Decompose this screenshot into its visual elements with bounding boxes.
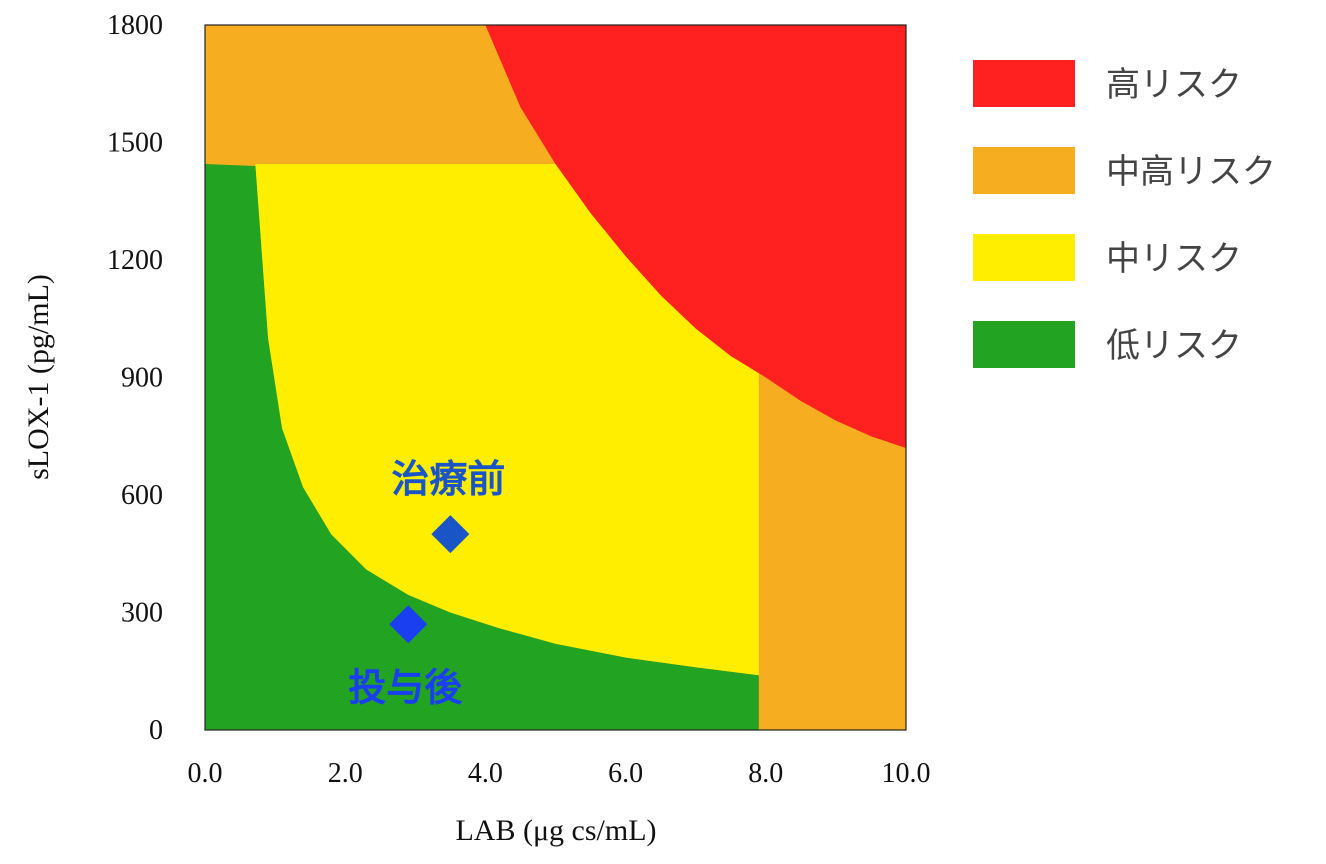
x-tick-label: 10.0 bbox=[882, 758, 931, 789]
y-tick-label: 1200 bbox=[107, 245, 163, 276]
y-axis-label: sLOX-1 (pg/mL) bbox=[22, 274, 55, 480]
data-point-label: 治療前 bbox=[391, 457, 505, 501]
legend-swatch bbox=[973, 234, 1075, 281]
y-tick-label: 900 bbox=[121, 363, 163, 394]
data-point-marker bbox=[389, 605, 428, 644]
data-point-marker bbox=[431, 515, 470, 554]
legend-label: 高リスク bbox=[1106, 65, 1242, 105]
y-tick-label: 600 bbox=[121, 480, 163, 511]
axes: LAB (μg cs/mL) sLOX-1 (pg/mL) 0.0 2.0 4.0 6… bbox=[22, 10, 931, 847]
y-tick-label: 0 bbox=[149, 715, 163, 746]
x-tick-label: 6.0 bbox=[608, 758, 643, 789]
x-tick-label: 2.0 bbox=[328, 758, 363, 789]
x-tick-label: 4.0 bbox=[468, 758, 503, 789]
legend-label: 低リスク bbox=[1106, 326, 1242, 366]
legend-swatch bbox=[973, 321, 1075, 368]
y-tick-label: 1800 bbox=[107, 10, 163, 41]
legend-label: 中高リスク bbox=[1106, 152, 1276, 192]
plot-area bbox=[204, 24, 907, 731]
data-point-label: 投与後 bbox=[348, 665, 463, 709]
x-tick-label: 0.0 bbox=[188, 758, 223, 789]
legend-label: 中リスク bbox=[1106, 239, 1242, 279]
y-tick-label: 300 bbox=[121, 598, 163, 629]
legend-swatch bbox=[973, 60, 1075, 107]
region-high-risk bbox=[485, 25, 906, 448]
plot-frame bbox=[204, 24, 907, 731]
x-tick-label: 8.0 bbox=[748, 758, 783, 789]
region-mid-risk bbox=[255, 164, 759, 676]
x-axis-label: LAB (μg cs/mL) bbox=[455, 814, 656, 847]
legend-swatch bbox=[973, 147, 1075, 194]
y-tick-label: 1500 bbox=[107, 128, 163, 159]
region-low-risk bbox=[205, 164, 759, 730]
